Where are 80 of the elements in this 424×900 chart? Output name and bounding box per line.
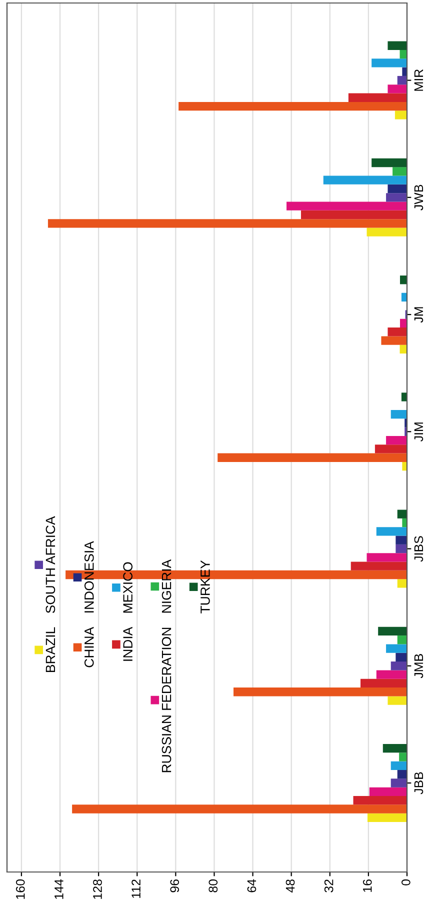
bar	[402, 67, 407, 76]
x-tick-label: 16	[362, 879, 372, 892]
x-tick-label: 96	[170, 879, 180, 892]
bar	[376, 670, 407, 679]
x-tick-label: 128	[93, 879, 102, 899]
legend-label: INDONESIA	[84, 541, 94, 612]
bar	[388, 696, 407, 705]
bar	[397, 579, 407, 588]
bar	[48, 219, 407, 228]
legend-label: MEXICO	[123, 562, 132, 613]
x-tick-label: 0	[402, 879, 410, 886]
bar	[397, 76, 407, 85]
y-tick-label: JIBS	[414, 536, 424, 562]
bar	[367, 813, 407, 822]
legend-label: INDIA	[123, 626, 132, 661]
y-tick-label: JIM	[414, 422, 424, 442]
legend-label: CHINA	[84, 626, 94, 668]
bar	[234, 688, 407, 696]
bar	[386, 644, 407, 653]
bar	[386, 436, 407, 445]
bar	[390, 662, 407, 670]
bar	[388, 41, 407, 50]
bar	[300, 210, 407, 220]
bar	[366, 553, 407, 562]
bar	[397, 770, 407, 779]
bar	[397, 510, 407, 518]
x-tick-label: 32	[324, 880, 334, 892]
bar	[378, 626, 407, 636]
bar	[396, 536, 407, 544]
y-tick-label: JMB	[414, 654, 424, 678]
legend-label: BRAZIL	[46, 627, 55, 672]
bar	[394, 110, 407, 120]
bar	[382, 744, 407, 753]
bar	[390, 778, 407, 788]
bar	[397, 636, 407, 644]
y-tick-label: JWB	[414, 184, 424, 210]
bar	[376, 527, 407, 536]
bar	[374, 444, 407, 454]
bar	[353, 796, 407, 805]
legend-label: TURKEY	[200, 560, 210, 614]
bar	[400, 276, 407, 284]
bar	[399, 752, 407, 762]
bar	[360, 678, 407, 688]
bar	[388, 84, 407, 94]
bar	[401, 392, 407, 402]
bar	[396, 652, 407, 662]
legend-label: SOUTH AFRICA	[46, 516, 56, 614]
x-tick-label: 112	[132, 880, 140, 898]
x-tick-label: 144	[54, 879, 64, 899]
bar	[323, 176, 407, 184]
y-tick-label: JBB	[414, 772, 424, 794]
y-tick-label: JM	[414, 307, 424, 323]
bar	[286, 202, 407, 210]
bar	[390, 761, 407, 770]
bar	[402, 462, 407, 471]
bar	[348, 93, 407, 102]
bar	[400, 318, 407, 328]
bar	[388, 328, 407, 336]
y-tick-label: MIR	[414, 69, 424, 91]
bar	[372, 58, 407, 68]
bar	[396, 544, 407, 554]
bar	[366, 228, 407, 236]
bar	[369, 787, 407, 796]
bar	[390, 410, 407, 419]
legend-label: NIGERIA	[162, 559, 172, 613]
legend-label: RUSSIAN FEDERATION	[162, 628, 172, 772]
bar	[402, 518, 407, 528]
x-tick-label: 80	[208, 879, 218, 892]
bar	[72, 804, 407, 814]
bar	[350, 562, 407, 570]
bar	[178, 102, 407, 111]
x-tick-label: 64	[247, 879, 256, 892]
bar	[388, 184, 407, 194]
x-tick-label: 48	[286, 879, 295, 893]
bar	[218, 453, 407, 462]
bar	[372, 158, 407, 168]
bar	[392, 167, 407, 176]
x-tick-label: 160	[16, 879, 25, 899]
bar	[381, 336, 407, 345]
bar	[386, 193, 407, 202]
